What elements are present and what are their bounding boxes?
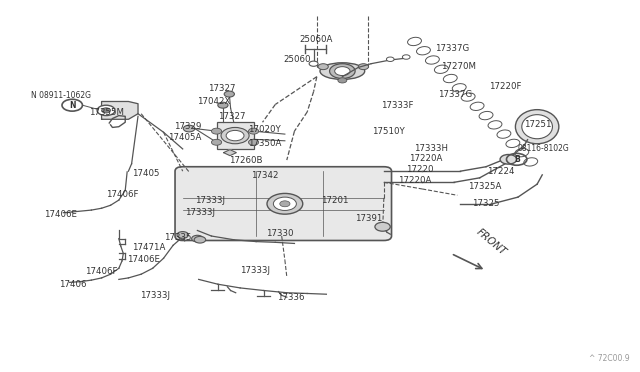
Text: 17330: 17330: [266, 229, 293, 238]
Text: 17020Y: 17020Y: [248, 125, 281, 134]
Circle shape: [273, 197, 296, 211]
Text: 17220A: 17220A: [410, 154, 443, 163]
Circle shape: [330, 64, 355, 78]
Text: 17391: 17391: [355, 214, 383, 223]
Text: 17510Y: 17510Y: [372, 126, 405, 136]
Text: 17337G: 17337G: [435, 44, 469, 52]
Text: 17329: 17329: [174, 122, 202, 131]
Text: 17337G: 17337G: [438, 90, 472, 99]
Text: N 08911-1062G: N 08911-1062G: [31, 91, 92, 100]
Text: 17406E: 17406E: [127, 255, 160, 264]
Circle shape: [309, 61, 318, 66]
Text: 17405: 17405: [132, 169, 159, 177]
Text: 17406E: 17406E: [44, 211, 77, 219]
Ellipse shape: [320, 63, 365, 80]
Circle shape: [280, 201, 290, 207]
Text: 17342: 17342: [251, 171, 278, 180]
Text: ^ 72C00.9: ^ 72C00.9: [589, 354, 630, 363]
Text: 17325A: 17325A: [468, 182, 502, 191]
Text: 25060: 25060: [283, 55, 310, 64]
Circle shape: [218, 102, 228, 108]
Circle shape: [102, 108, 111, 113]
Circle shape: [191, 235, 203, 242]
Text: 17405A: 17405A: [168, 132, 202, 142]
Circle shape: [267, 193, 303, 214]
Text: 17335: 17335: [164, 232, 191, 242]
Ellipse shape: [515, 110, 559, 144]
Circle shape: [177, 232, 188, 238]
Circle shape: [248, 139, 259, 145]
Text: 17336: 17336: [276, 293, 304, 302]
Circle shape: [387, 57, 394, 61]
Text: 17201: 17201: [321, 196, 349, 205]
Text: 17251: 17251: [524, 121, 552, 129]
Text: 17471A: 17471A: [132, 243, 165, 251]
Text: 17327: 17327: [218, 112, 245, 121]
Circle shape: [211, 128, 221, 134]
Text: 17270M: 17270M: [442, 62, 476, 71]
Circle shape: [211, 139, 221, 145]
Text: 17220: 17220: [406, 165, 434, 174]
Polygon shape: [223, 150, 236, 155]
Circle shape: [500, 154, 516, 164]
Circle shape: [221, 128, 249, 144]
Text: 17406: 17406: [60, 280, 87, 289]
Circle shape: [318, 64, 328, 70]
Text: 17333F: 17333F: [381, 101, 413, 110]
Text: 17333J: 17333J: [240, 266, 270, 275]
Text: 17327: 17327: [208, 84, 236, 93]
Text: 17355M: 17355M: [89, 108, 124, 117]
Text: 08116-8102G: 08116-8102G: [518, 144, 570, 153]
Text: 17406F: 17406F: [106, 190, 139, 199]
Text: 17333J: 17333J: [195, 196, 225, 205]
Circle shape: [97, 105, 115, 116]
Circle shape: [375, 222, 390, 231]
Text: 17333H: 17333H: [415, 144, 449, 153]
Text: B: B: [514, 155, 520, 164]
Circle shape: [358, 64, 369, 70]
FancyBboxPatch shape: [175, 167, 392, 240]
Text: N: N: [69, 101, 76, 110]
Text: 17333J: 17333J: [140, 291, 170, 300]
Text: 17350A: 17350A: [248, 139, 282, 148]
Polygon shape: [102, 102, 138, 119]
Circle shape: [183, 125, 195, 132]
Text: 17333J: 17333J: [184, 208, 214, 217]
Circle shape: [194, 236, 205, 243]
Circle shape: [403, 55, 410, 59]
Text: 17406F: 17406F: [85, 267, 118, 276]
Text: 25060A: 25060A: [300, 35, 333, 44]
Ellipse shape: [522, 115, 552, 139]
Circle shape: [338, 78, 347, 83]
Text: 17325: 17325: [472, 199, 499, 208]
Circle shape: [224, 91, 234, 97]
Bar: [216, 122, 253, 149]
Text: 17224: 17224: [487, 167, 515, 176]
Circle shape: [226, 131, 244, 141]
Circle shape: [335, 67, 350, 76]
Text: FRONT: FRONT: [474, 227, 508, 257]
Text: 17220A: 17220A: [398, 176, 431, 185]
Text: 17220F: 17220F: [489, 82, 522, 91]
Text: 17042X: 17042X: [197, 97, 231, 106]
Text: 17260B: 17260B: [229, 156, 263, 165]
Circle shape: [248, 128, 259, 134]
